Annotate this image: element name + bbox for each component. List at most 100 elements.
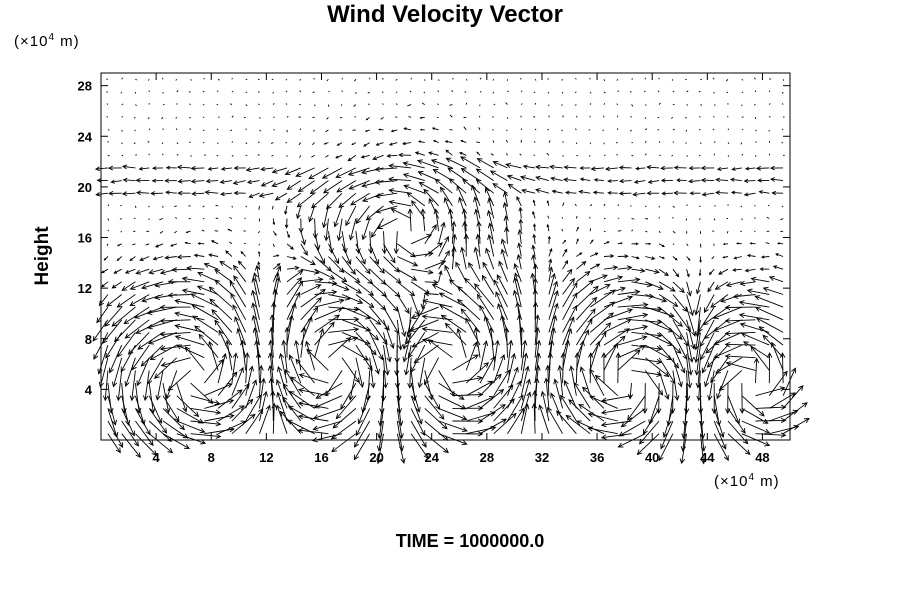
wind-vector [257, 141, 260, 143]
wind-vector [712, 306, 742, 320]
wind-vector [361, 180, 384, 188]
wind-vector [189, 141, 191, 144]
wind-vector [146, 319, 177, 330]
wind-vector [507, 90, 509, 93]
wind-vector [321, 167, 343, 179]
wind-vector [395, 78, 398, 81]
wind-vector [413, 344, 439, 364]
wind-vector [140, 344, 164, 367]
wind-vector [645, 268, 660, 274]
wind-vector [713, 115, 715, 118]
wind-vector [686, 357, 693, 389]
wind-vector [314, 289, 338, 295]
wind-vector [516, 253, 522, 270]
wind-vector [711, 383, 717, 415]
wind-vector [447, 167, 467, 181]
wind-vector [658, 294, 679, 307]
wind-vector [617, 265, 633, 271]
wind-vector [481, 274, 495, 295]
wind-vector [460, 139, 467, 144]
wind-vector [396, 433, 406, 464]
wind-vector [313, 395, 343, 409]
wind-vector [644, 140, 647, 143]
wind-vector [574, 77, 577, 80]
wind-vector [361, 167, 384, 175]
wind-vector [372, 154, 384, 161]
wind-vector [214, 230, 219, 232]
wind-vector [154, 357, 178, 379]
wind-vector [750, 276, 770, 283]
wind-vector [589, 155, 591, 157]
wind-vector [240, 250, 247, 257]
wind-vector [589, 368, 605, 396]
wind-vector [197, 271, 219, 283]
wind-vector [658, 332, 682, 354]
wind-vector [563, 165, 577, 170]
wind-vector [424, 370, 434, 401]
wind-vector [232, 304, 247, 333]
wind-vector [451, 246, 457, 270]
wind-vector [336, 142, 343, 146]
wind-vector [147, 79, 150, 81]
wind-vector [492, 79, 495, 81]
wind-vector [231, 352, 239, 384]
wind-vector [230, 292, 247, 321]
wind-vector [616, 154, 619, 156]
wind-vector [534, 78, 537, 81]
wind-vector [713, 420, 727, 450]
wind-vector [575, 215, 578, 219]
wind-vector [715, 190, 729, 195]
wind-vector [314, 298, 345, 308]
wind-vector [466, 411, 496, 422]
wind-vector [341, 231, 348, 254]
wind-vector [724, 318, 756, 324]
wind-vector [160, 357, 191, 368]
wind-vector [341, 306, 371, 320]
wind-vector [111, 281, 122, 289]
wind-vector [407, 104, 412, 107]
y-tick-label: 20 [78, 180, 92, 195]
wind-vector [181, 288, 205, 295]
wind-vector [489, 170, 508, 181]
wind-vector [191, 304, 219, 321]
wind-vector [505, 102, 508, 105]
wind-vector [553, 378, 564, 409]
wind-vector [562, 268, 573, 283]
wind-vector [607, 179, 618, 183]
wind-vector [150, 191, 164, 196]
wind-vector [549, 164, 563, 170]
wind-vector [428, 197, 440, 219]
wind-vector [701, 344, 715, 374]
wind-vector [603, 286, 626, 295]
wind-vector [202, 90, 205, 93]
wind-vector [699, 256, 702, 263]
wind-vector [631, 256, 640, 260]
wind-vector [616, 103, 619, 105]
wind-vector [141, 281, 164, 290]
wind-vector [220, 191, 232, 197]
wind-vector [590, 274, 608, 283]
wind-vector [424, 279, 439, 285]
y-unit-exponent: 4 [48, 32, 56, 43]
wind-vector [517, 242, 523, 257]
wind-vector [148, 268, 164, 275]
wind-vector [602, 129, 605, 132]
wind-vector [135, 154, 138, 156]
wind-vector [214, 269, 233, 283]
wind-vector [229, 217, 233, 219]
wind-vector [698, 116, 701, 118]
wind-vector [121, 142, 123, 145]
wind-vector [493, 412, 517, 435]
wind-vector [452, 354, 479, 371]
wind-vector [427, 339, 453, 359]
wind-vector [547, 128, 550, 131]
y-tick-label: 28 [78, 79, 92, 94]
wind-vector [248, 192, 260, 198]
wind-vector [575, 115, 578, 118]
wind-vector [762, 334, 784, 358]
wind-vector [176, 408, 204, 424]
wind-vector [214, 319, 233, 346]
wind-vector [716, 166, 729, 172]
wind-vector [162, 433, 190, 449]
wind-vector [648, 395, 660, 426]
